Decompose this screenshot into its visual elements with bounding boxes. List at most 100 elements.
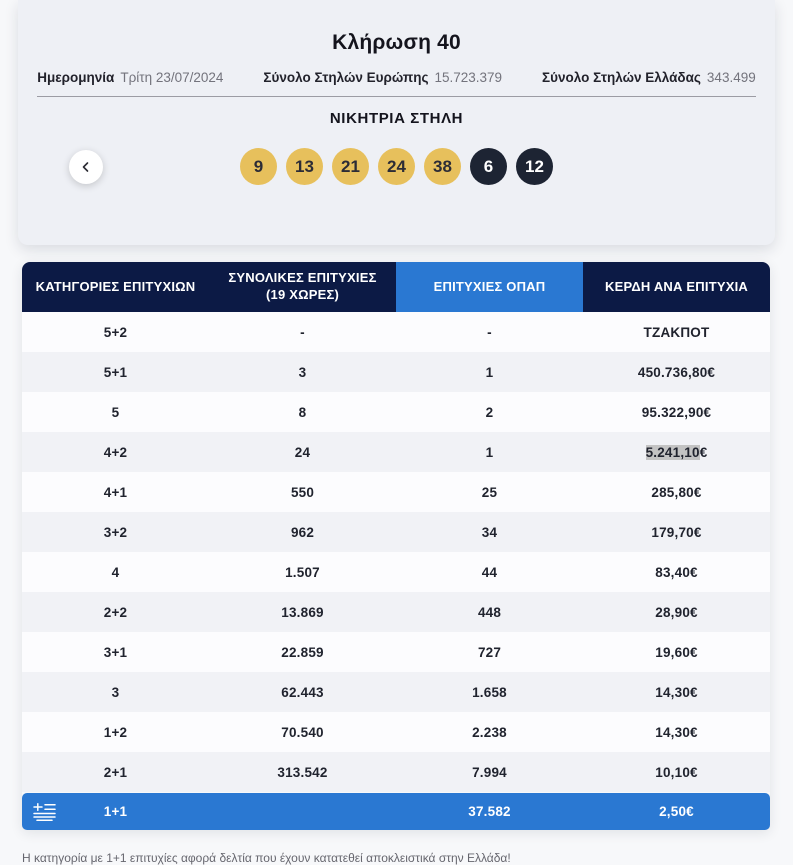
- cell-total-wins: 13.869: [281, 604, 324, 620]
- cell-total-wins: 962: [290, 524, 315, 540]
- cell-opap-wins: 2: [485, 404, 494, 420]
- cell-category: 5+2: [103, 324, 128, 340]
- selected-text: 5.241,10: [645, 444, 700, 460]
- cell-total-wins: 313.542: [277, 764, 328, 780]
- header-opap-wins: ΕΠΙΤΥΧΙΕΣ ΟΠΑΠ: [396, 262, 583, 312]
- cell-category: 3+1: [103, 644, 128, 660]
- table-row-4+1: 4+1 550 25 285,80€: [22, 472, 770, 512]
- cell-category: 4+2: [103, 444, 128, 460]
- results-table: ΚΑΤΗΓΟΡΙΕΣ ΕΠΙΤΥΧΙΩΝ ΣΥΝΟΛΙΚΕΣ ΕΠΙΤΥΧΙΕΣ…: [22, 262, 770, 830]
- cell-opap-wins: 1: [485, 444, 494, 460]
- cell-total-wins: -: [300, 324, 305, 340]
- cell-opap-wins: 1: [485, 364, 494, 380]
- cell-category: 4+1: [103, 484, 128, 500]
- cell-total-wins: 550: [290, 484, 315, 500]
- header-categories-label: ΚΑΤΗΓΟΡΙΕΣ ΕΠΙΤΥΧΙΩΝ: [35, 278, 196, 294]
- cell-total-wins: 62.443: [281, 684, 324, 700]
- table-row-2+2: 2+2 13.869 448 28,90€: [22, 592, 770, 632]
- draw-meta: Ημερομηνία Τρίτη 23/07/2024 Σύνολο Στηλώ…: [18, 70, 775, 85]
- greece-only-footnote: Η κατηγορία με 1+1 επιτυχίες αφορά δελτί…: [22, 851, 511, 865]
- table-row-3+1: 3+1 22.859 727 19,60€: [22, 632, 770, 672]
- cell-opap-wins: 727: [477, 644, 502, 660]
- cell-opap-wins: 2.238: [472, 724, 507, 740]
- table-row-5: 5 8 2 95.322,90€: [22, 392, 770, 432]
- cell-opap-wins: 44: [481, 564, 498, 580]
- header-total-wins-sublabel: (19 ΧΩΡΕΣ): [266, 287, 339, 302]
- previous-draw-button[interactable]: [69, 150, 103, 184]
- main-number-ball-4: 38: [424, 148, 461, 185]
- cell-prize: 450.736,80€: [637, 364, 716, 380]
- cell-opap-wins: 1.658: [472, 684, 507, 700]
- table-header-row: ΚΑΤΗΓΟΡΙΕΣ ΕΠΙΤΥΧΙΩΝ ΣΥΝΟΛΙΚΕΣ ΕΠΙΤΥΧΙΕΣ…: [22, 262, 770, 312]
- meta-date-value: Τρίτη 23/07/2024: [120, 70, 224, 86]
- cell-prize: 14,30€: [655, 724, 698, 740]
- header-total-wins: ΣΥΝΟΛΙΚΕΣ ΕΠΙΤΥΧΙΕΣ (19 ΧΩΡΕΣ): [209, 262, 396, 312]
- cell-opap-wins: -: [487, 324, 492, 340]
- cell-prize: 179,70€: [651, 524, 702, 540]
- winning-column-title: ΝΙΚΗΤΡΙΑ ΣΤΗΛΗ: [329, 110, 464, 127]
- table-row-1+2: 1+2 70.540 2.238 14,30€: [22, 712, 770, 752]
- cell-opap-wins: 25: [481, 484, 498, 500]
- meta-greece-label: Σύνολο Στηλών Ελλάδας: [542, 70, 701, 86]
- meta-europe-columns: Σύνολο Στηλών Ευρώπης 15.723.379: [263, 70, 502, 85]
- bonus-number-ball-0: 6: [470, 148, 507, 185]
- main-number-ball-3: 24: [378, 148, 415, 185]
- draw-card: Κλήρωση 40 Ημερομηνία Τρίτη 23/07/2024 Σ…: [18, 0, 775, 245]
- cell-prize: 14,30€: [655, 684, 698, 700]
- cell-total-wins: 3: [298, 364, 307, 380]
- cell-category: 2+1: [103, 764, 128, 780]
- cell-prize: 83,40€: [655, 564, 698, 580]
- cell-category: 4: [111, 564, 120, 580]
- header-opap-wins-label: ΕΠΙΤΥΧΙΕΣ ΟΠΑΠ: [433, 278, 546, 294]
- meta-date: Ημερομηνία Τρίτη 23/07/2024: [37, 70, 223, 85]
- meta-europe-value: 15.723.379: [434, 70, 503, 86]
- table-row-3+2: 3+2 962 34 179,70€: [22, 512, 770, 552]
- header-prize-per-win-label: ΚΕΡΔΗ ΑΝΑ ΕΠΙΤΥΧΙΑ: [605, 278, 748, 294]
- greece-row-category: 1+1: [103, 804, 128, 819]
- greece-row-total: [209, 793, 396, 830]
- cell-total-wins: 22.859: [281, 644, 324, 660]
- cell-category: 1+2: [103, 724, 128, 740]
- main-number-ball-1: 13: [286, 148, 323, 185]
- cell-prize: 285,80€: [651, 484, 702, 500]
- table-row-4+2: 4+2 24 1 5.241,10 €: [22, 432, 770, 472]
- table-row-3: 3 62.443 1.658 14,30€: [22, 672, 770, 712]
- cell-category: 5: [111, 404, 120, 420]
- table-row-4: 4 1.507 44 83,40€: [22, 552, 770, 592]
- header-prize-per-win: ΚΕΡΔΗ ΑΝΑ ΕΠΙΤΥΧΙΑ: [583, 262, 770, 312]
- cell-opap-wins: 7.994: [472, 764, 507, 780]
- card-divider: [37, 96, 756, 97]
- cell-opap-wins: 448: [477, 604, 502, 620]
- cell-category: 2+2: [103, 604, 128, 620]
- cell-category: 3+2: [103, 524, 128, 540]
- cell-prize: 19,60€: [655, 644, 698, 660]
- cell-category: 3: [111, 684, 120, 700]
- table-body: 5+2 - - ΤΖΑΚΠΟΤ 5+1 3 1 450.736,80€ 5 8 2 95.322,90…: [22, 312, 770, 792]
- meta-greece-columns: Σύνολο Στηλών Ελλάδας 343.499: [542, 70, 756, 85]
- main-number-ball-0: 9: [240, 148, 277, 185]
- meta-date-label: Ημερομηνία: [37, 70, 115, 86]
- cell-total-wins: 70.540: [281, 724, 324, 740]
- greek-flag-icon: [33, 802, 56, 821]
- header-categories: ΚΑΤΗΓΟΡΙΕΣ ΕΠΙΤΥΧΙΩΝ: [22, 262, 209, 312]
- header-total-wins-label: ΣΥΝΟΛΙΚΕΣ ΕΠΙΤΥΧΙΕΣ: [228, 270, 377, 286]
- meta-greece-value: 343.499: [706, 70, 756, 86]
- draw-title: Κλήρωση 40: [332, 31, 461, 55]
- greece-row-prize: 2,50€: [659, 804, 694, 819]
- bonus-number-ball-1: 12: [516, 148, 553, 185]
- cell-prize: 5.241,10 €: [645, 444, 708, 460]
- chevron-left-icon: [79, 160, 93, 174]
- meta-europe-label: Σύνολο Στηλών Ευρώπης: [263, 70, 429, 86]
- table-row-2+1: 2+1 313.542 7.994 10,10€: [22, 752, 770, 792]
- greece-row-opap: 37.582: [468, 804, 511, 819]
- cell-total-wins: 24: [294, 444, 311, 460]
- table-row-5+1: 5+1 3 1 450.736,80€: [22, 352, 770, 392]
- winning-numbers: 9 13 21 24 38 6 12: [18, 148, 775, 185]
- main-number-ball-2: 21: [332, 148, 369, 185]
- cell-prize: 95.322,90€: [641, 404, 712, 420]
- cell-prize: 10,10€: [655, 764, 698, 780]
- table-row-5+2: 5+2 - - ΤΖΑΚΠΟΤ: [22, 312, 770, 352]
- cell-prize: 28,90€: [655, 604, 698, 620]
- cell-opap-wins: 34: [481, 524, 498, 540]
- cell-total-wins: 1.507: [285, 564, 320, 580]
